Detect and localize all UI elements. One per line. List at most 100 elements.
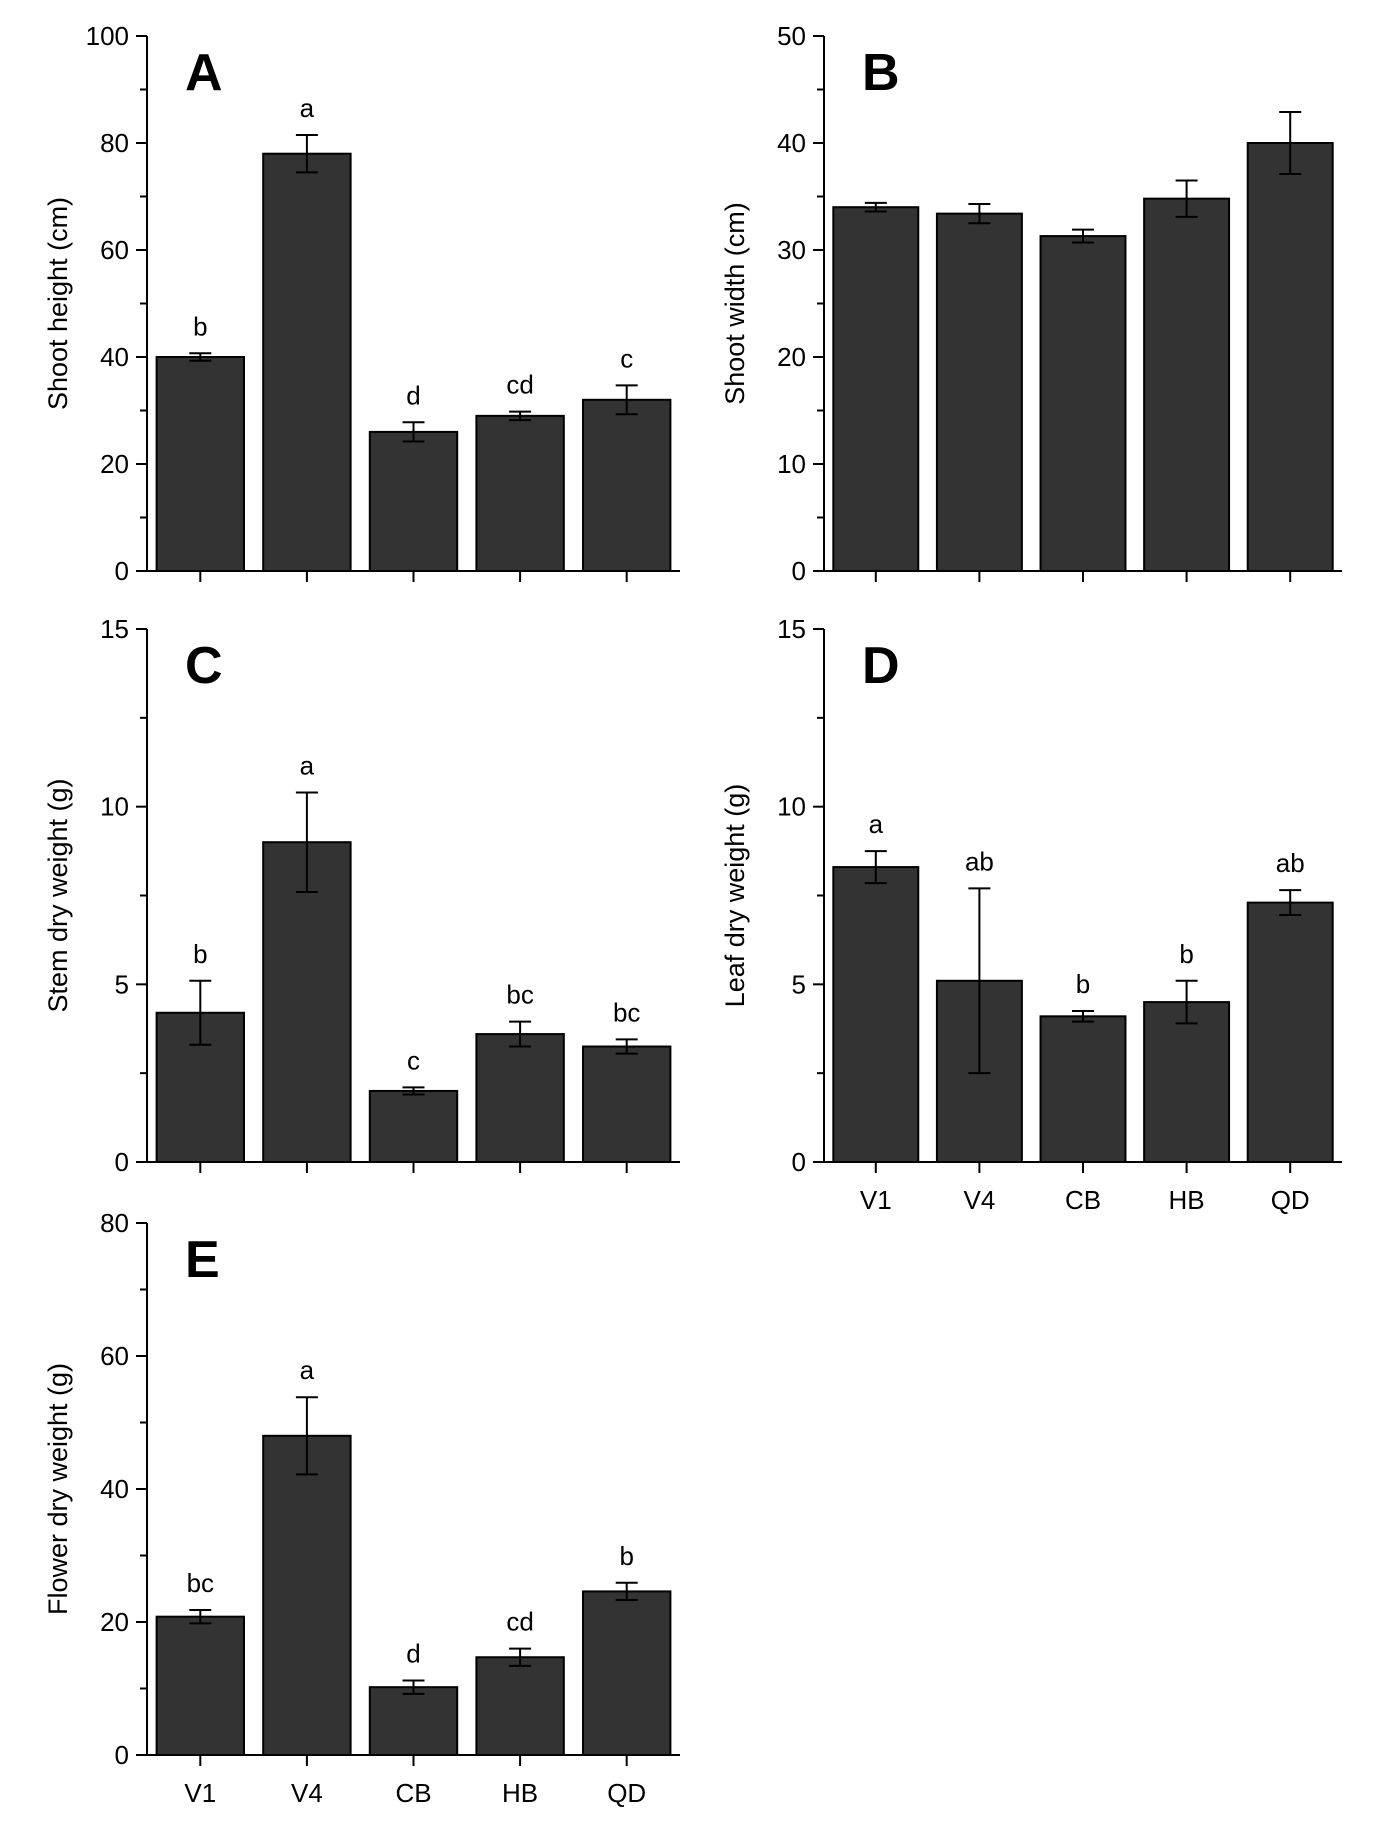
panel-e-sig-letter-cb: d bbox=[406, 1639, 420, 1669]
panel-b-ytick-label: 40 bbox=[777, 128, 806, 158]
panel-c-letter: C bbox=[185, 637, 223, 695]
panel-b-ylabel: Shoot width (cm) bbox=[720, 202, 750, 405]
panel-a-errorbar-v4 bbox=[295, 133, 318, 174]
panel-d-letter: D bbox=[862, 637, 900, 695]
panel-a-sig-letter-cb: d bbox=[406, 380, 420, 410]
panel-c-errorbar-v1 bbox=[189, 979, 212, 1046]
panel-a-sig-letter-v4: a bbox=[300, 93, 315, 123]
panel-d-bar-v1 bbox=[832, 866, 920, 1163]
panel-e-errorbar-v1 bbox=[189, 1609, 212, 1625]
panel-a-ytick-label: 80 bbox=[100, 128, 129, 158]
panel-d-sig-letter-hb: b bbox=[1179, 939, 1193, 969]
panel-b-errorbar-qd bbox=[1279, 110, 1302, 176]
panel-e-bar-hb bbox=[475, 1656, 565, 1756]
panel-e-ytick-label: 80 bbox=[100, 1208, 129, 1238]
panel-c-ytick-label: 5 bbox=[115, 969, 129, 999]
panel-a-sig-letter-hb: cd bbox=[506, 370, 533, 400]
panel-d-sig-letter-qd: ab bbox=[1276, 848, 1305, 878]
panel-b-ytick-label: 0 bbox=[792, 556, 806, 586]
panel-e-xtick-label-cb: CB bbox=[395, 1778, 431, 1808]
panel-e-letter: E bbox=[185, 1231, 220, 1289]
panel-c-ylabel: Stem dry weight (g) bbox=[43, 778, 73, 1012]
panel-a-ytick-label: 0 bbox=[115, 556, 129, 586]
panel-e-ytick-label: 0 bbox=[115, 1740, 129, 1770]
panel-e-ytick-label: 60 bbox=[100, 1341, 129, 1371]
panel-b-letter: B bbox=[862, 44, 900, 102]
panel-a-sig-letter-v1: b bbox=[193, 311, 207, 341]
panel-e-bar-qd bbox=[581, 1590, 672, 1757]
panel-e-xtick-label-hb: HB bbox=[502, 1778, 538, 1808]
panel-c-sig-letter-v1: b bbox=[193, 939, 207, 969]
panel-d-bar-cb bbox=[1039, 1015, 1127, 1164]
panel-c-bar-cb bbox=[368, 1089, 459, 1164]
panel-e-errorbar-hb bbox=[509, 1647, 532, 1667]
panel-e-ytick-label: 20 bbox=[100, 1607, 129, 1637]
panel-d-ytick-label: 5 bbox=[792, 969, 806, 999]
panel-d-ytick-label: 10 bbox=[777, 792, 806, 822]
panel-c-errorbar-cb bbox=[402, 1086, 425, 1096]
panel-e-xtick-label-qd: QD bbox=[607, 1778, 646, 1808]
panel-b-bar-cb bbox=[1039, 235, 1127, 572]
panel-d-xtick-label-cb: CB bbox=[1065, 1185, 1101, 1215]
panel-d-errorbar-hb bbox=[1175, 979, 1198, 1025]
panel-d-ytick-label: 15 bbox=[777, 614, 806, 644]
panel-c-ytick-label: 0 bbox=[115, 1147, 129, 1177]
panel-b-bar-hb bbox=[1143, 197, 1231, 572]
panel-d-errorbar-qd bbox=[1279, 889, 1302, 917]
panel-b-ytick-label: 50 bbox=[777, 21, 806, 51]
panel-d-errorbar-v4 bbox=[968, 887, 991, 1075]
panel-a-bar-qd bbox=[581, 398, 672, 572]
panel-d-xtick-label-hb: HB bbox=[1169, 1185, 1205, 1215]
panel-a-ylabel: Shoot height (cm) bbox=[43, 197, 73, 410]
panel-d-errorbar-v1 bbox=[864, 850, 887, 885]
panel-e-errorbar-v4 bbox=[295, 1396, 318, 1476]
panel-d-bar-qd bbox=[1246, 901, 1334, 1164]
panel-b-ytick-label: 20 bbox=[777, 342, 806, 372]
panel-b-errorbar-v1 bbox=[864, 201, 887, 213]
panel-e-bar-cb bbox=[368, 1686, 459, 1757]
panel-b-ytick-label: 10 bbox=[777, 449, 806, 479]
panel-c-sig-letter-hb: bc bbox=[506, 980, 533, 1010]
panel-d-xtick-label-qd: QD bbox=[1271, 1185, 1310, 1215]
panel-b-bar-v1 bbox=[832, 206, 920, 572]
panel-c-bar-qd bbox=[581, 1045, 672, 1164]
panel-a-bar-cb bbox=[368, 430, 459, 572]
panel-e-sig-letter-hb: cd bbox=[506, 1607, 533, 1637]
panel-a-errorbar-cb bbox=[402, 421, 425, 443]
panel-b-bar-v4 bbox=[935, 212, 1023, 572]
panel-e-ytick-label: 40 bbox=[100, 1474, 129, 1504]
panel-b-errorbar-cb bbox=[1072, 228, 1094, 244]
panel-d-xtick-label-v4: V4 bbox=[963, 1185, 995, 1215]
panel-c-bar-hb bbox=[475, 1033, 565, 1163]
panel-c-sig-letter-qd: bc bbox=[613, 997, 640, 1027]
panel-b-bar-qd bbox=[1246, 142, 1334, 572]
panel-c-errorbar-v4 bbox=[295, 791, 318, 893]
panel-d-sig-letter-v4: ab bbox=[965, 846, 994, 876]
panel-a-ytick-label: 40 bbox=[100, 342, 129, 372]
panel-e-xtick-label-v4: V4 bbox=[291, 1778, 323, 1808]
panel-c-errorbar-qd bbox=[615, 1038, 638, 1055]
panel-d-errorbar-cb bbox=[1072, 1009, 1094, 1023]
panel-d-xtick-label-v1: V1 bbox=[860, 1185, 892, 1215]
panel-a-letter: A bbox=[185, 44, 223, 102]
panel-a-errorbar-hb bbox=[509, 410, 532, 422]
panel-d-ylabel: Leaf dry weight (g) bbox=[720, 784, 750, 1008]
panel-e-bar-v4 bbox=[262, 1434, 352, 1757]
panel-e-xtick-label-v1: V1 bbox=[184, 1778, 216, 1808]
panel-c-errorbar-hb bbox=[509, 1020, 532, 1048]
panel-a-bar-v1 bbox=[155, 356, 246, 572]
panel-e-ylabel: Flower dry weight (g) bbox=[43, 1363, 73, 1615]
panel-e-errorbar-qd bbox=[615, 1581, 638, 1602]
panel-a-ytick-label: 100 bbox=[86, 21, 129, 51]
panel-b-ytick-label: 30 bbox=[777, 235, 806, 265]
panel-a-sig-letter-qd: c bbox=[620, 343, 633, 373]
panel-e-errorbar-cb bbox=[402, 1679, 425, 1695]
panel-c-ytick-label: 10 bbox=[100, 792, 129, 822]
panel-a-bar-hb bbox=[475, 414, 565, 572]
panel-a-bar-v4 bbox=[262, 152, 352, 572]
panel-c-sig-letter-cb: c bbox=[407, 1045, 420, 1075]
panel-e-sig-letter-qd: b bbox=[619, 1541, 633, 1571]
panel-d-sig-letter-v1: a bbox=[869, 809, 884, 839]
panel-a-ytick-label: 60 bbox=[100, 235, 129, 265]
